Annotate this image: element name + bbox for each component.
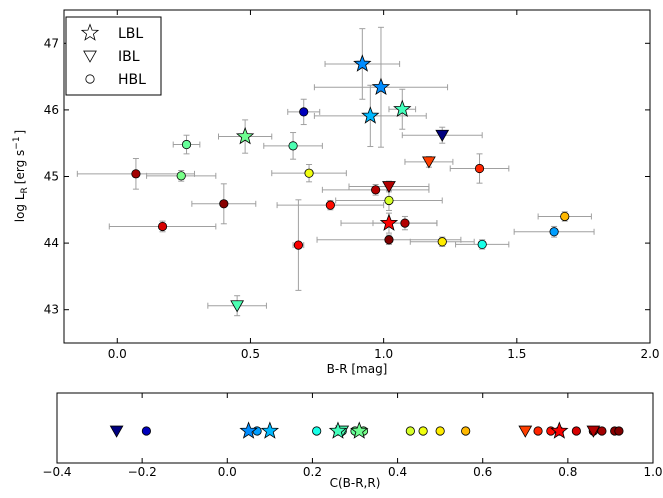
data-point-triangle-down [382,181,396,194]
x-tick-label: 1.5 [507,347,526,361]
strip-point-star [328,421,348,439]
strip-point-triangle-down [109,425,124,438]
x-tick-label: 0.0 [108,347,127,361]
y-tick-label: 46 [44,103,59,117]
main-x-ticks: 0.0 0.5 1.0 1.5 2.0 [108,10,660,361]
main-markers [131,54,570,313]
strip-plot-frame [56,392,654,464]
strip-point-circle [614,426,624,436]
strip-x-tick-label: 1.0 [643,465,662,479]
data-point-circle [474,163,485,174]
main-x-axis-label: B-R [mag] [327,362,388,376]
strip-point-star [550,421,569,439]
strip-x-tick-label: 0.2 [303,465,322,479]
data-point-circle [549,227,559,237]
y-label-main: log L [13,193,27,222]
data-point-star [235,126,255,145]
data-point-triangle-down [230,300,245,313]
y-tick-label: 44 [44,236,59,250]
x-tick-label: 2.0 [640,347,659,361]
data-point-circle [157,221,168,232]
strip-x-ticks: −0.4 −0.2 0.0 0.2 0.4 0.6 0.8 1.0 [42,393,663,479]
strip-x-tick-label: −0.4 [42,465,71,479]
data-point-triangle-down [422,156,436,169]
main-y-ticks: 43 44 45 46 47 [44,36,650,317]
strip-point-star [350,421,369,439]
data-point-star [371,77,391,96]
strip-point-star [239,421,258,439]
strip-x-axis-label: C(B-R,R) [330,476,381,490]
y-tick-label: 45 [44,170,59,184]
strip-x-tick-label: 0.4 [388,465,407,479]
x-tick-label: 1.0 [374,347,393,361]
data-point-star [393,99,412,118]
data-point-circle [304,168,314,178]
strip-point-triangle-down [518,425,533,438]
strip-x-tick-label: 0.8 [558,465,577,479]
data-point-circle [288,141,298,151]
strip-point-circle [571,426,581,436]
legend-label: IBL [118,49,140,65]
main-y-axis-label: log LR [erg s−1] [12,130,30,223]
data-point-triangle-down [435,129,450,142]
strip-x-tick-label: 0.6 [473,465,492,479]
legend-label: HBL [118,72,146,88]
data-point-circle [384,195,394,206]
data-point-circle [325,200,335,210]
legend-triangle-down-icon [83,50,97,63]
data-point-circle [371,185,381,195]
data-point-star [379,213,399,231]
strip-point-triangle-down [586,425,601,438]
strip-point-circle [312,426,322,436]
data-point-circle [560,211,570,222]
strip-point-circle [405,426,415,436]
data-point-circle [477,239,487,250]
strip-point-circle [461,426,471,436]
data-point-circle [437,237,447,247]
strip-markers [109,421,624,439]
x-tick-label: 0.5 [241,347,260,361]
y-tick-label: 43 [44,303,59,317]
y-label-exponent: −1 [12,136,22,149]
y-label-unit: [erg s [13,150,27,184]
data-point-circle [219,199,229,209]
strip-point-circle [435,426,445,436]
data-point-circle [176,171,186,181]
main-scatter-panel: 0.0 0.5 1.0 1.5 2.0 43 44 45 46 47 B-R [mag] log… [12,9,660,376]
strip-point-circle [533,426,543,436]
legend-star-icon [80,23,100,41]
data-point-star [361,106,380,124]
strip-point-circle [597,426,607,436]
data-point-circle [293,240,303,250]
strip-x-tick-label: −0.2 [128,465,157,479]
strip-point-star [260,421,280,439]
color-index-strip-panel: −0.4 −0.2 0.0 0.2 0.4 0.6 0.8 1.0 C(B-R,R) [42,392,663,490]
data-point-circle [299,107,309,117]
data-point-circle [181,139,192,150]
legend-label: LBL [118,26,143,42]
legend-box [65,16,162,96]
legend: LBL IBL HBL [65,16,162,96]
strip-point-circle [418,426,428,436]
data-point-star [353,54,372,72]
legend-circle-icon [85,74,95,84]
strip-point-circle [141,426,151,436]
strip-x-tick-label: 0.0 [218,465,237,479]
y-tick-label: 47 [44,36,59,50]
data-point-circle [400,218,410,228]
y-label-close: ] [13,130,27,135]
y-label-subscript: R [20,187,30,193]
data-point-circle [131,169,141,179]
data-point-circle [384,235,394,245]
